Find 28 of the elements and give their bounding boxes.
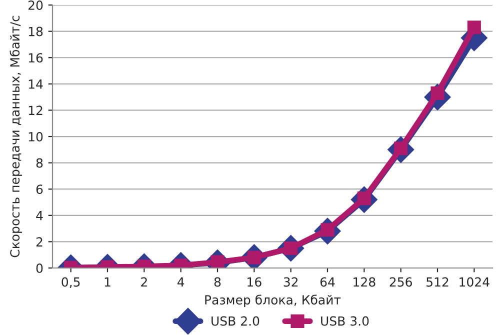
x-tick-label: 1024 <box>460 277 490 287</box>
y-tick-label: 12 <box>28 106 42 115</box>
y-axis-title: Скорость передачи данных, Мбайт/с <box>10 16 22 258</box>
y-tick-label: 0 <box>36 263 43 273</box>
y-tick-label: 6 <box>36 184 43 194</box>
x-tick-label: 128 <box>354 277 376 287</box>
x-axis-title: Размер блока, Кбайт <box>205 294 341 307</box>
x-tick-label: 8 <box>214 277 221 287</box>
x-tick-label: 32 <box>284 277 298 287</box>
y-tick-label: 10 <box>28 132 43 142</box>
y-tick-label: 4 <box>36 211 43 220</box>
legend-label: USB 3.0 <box>321 316 369 326</box>
y-tick-label: 8 <box>36 158 43 168</box>
y-tick-label: 18 <box>28 26 43 36</box>
x-tick-label: 1 <box>104 277 110 287</box>
point <box>467 20 481 34</box>
x-tick-label: 64 <box>320 277 335 287</box>
legend-label: USB 2.0 <box>212 316 260 326</box>
x-tick-label: 2 <box>141 277 147 287</box>
x-tick-label: 16 <box>248 277 262 287</box>
x-tick-label: 512 <box>426 277 448 287</box>
x-tick-label: 4 <box>177 277 184 287</box>
y-tick-label: 20 <box>28 0 43 10</box>
y-tick-label: 2 <box>36 237 42 246</box>
x-tick-label: 0,5 <box>62 277 80 288</box>
y-tick-label: 14 <box>28 80 43 89</box>
y-tick-label: 16 <box>28 53 43 63</box>
x-tick-label: 256 <box>390 277 412 287</box>
